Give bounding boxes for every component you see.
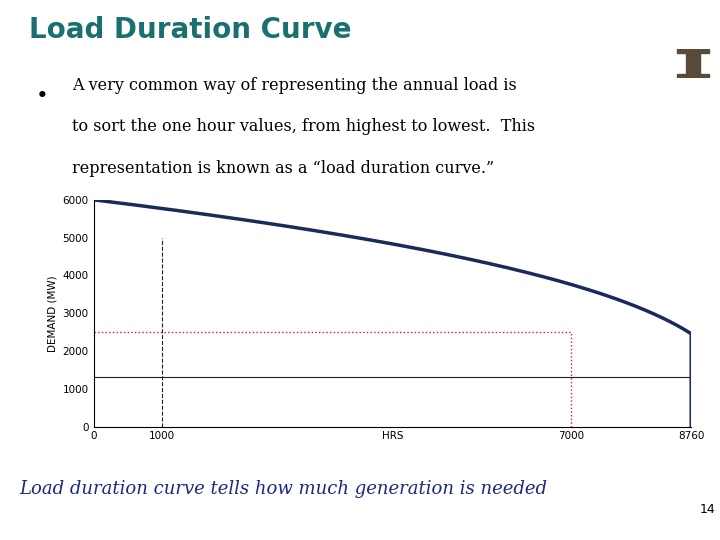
Text: A very common way of representing the annual load is: A very common way of representing the an…	[72, 77, 517, 93]
Y-axis label: DEMAND (MW): DEMAND (MW)	[47, 275, 57, 352]
Text: Load Duration Curve: Load Duration Curve	[29, 16, 351, 44]
Text: representation is known as a “load duration curve.”: representation is known as a “load durat…	[72, 160, 494, 177]
Bar	[677, 74, 709, 78]
Text: 14: 14	[700, 503, 716, 516]
Text: •: •	[36, 86, 49, 106]
Bar	[677, 49, 709, 53]
Bar	[686, 53, 700, 74]
Text: Load duration curve tells how much generation is needed: Load duration curve tells how much gener…	[19, 480, 547, 498]
Text: to sort the one hour values, from highest to lowest.  This: to sort the one hour values, from highes…	[72, 118, 535, 135]
